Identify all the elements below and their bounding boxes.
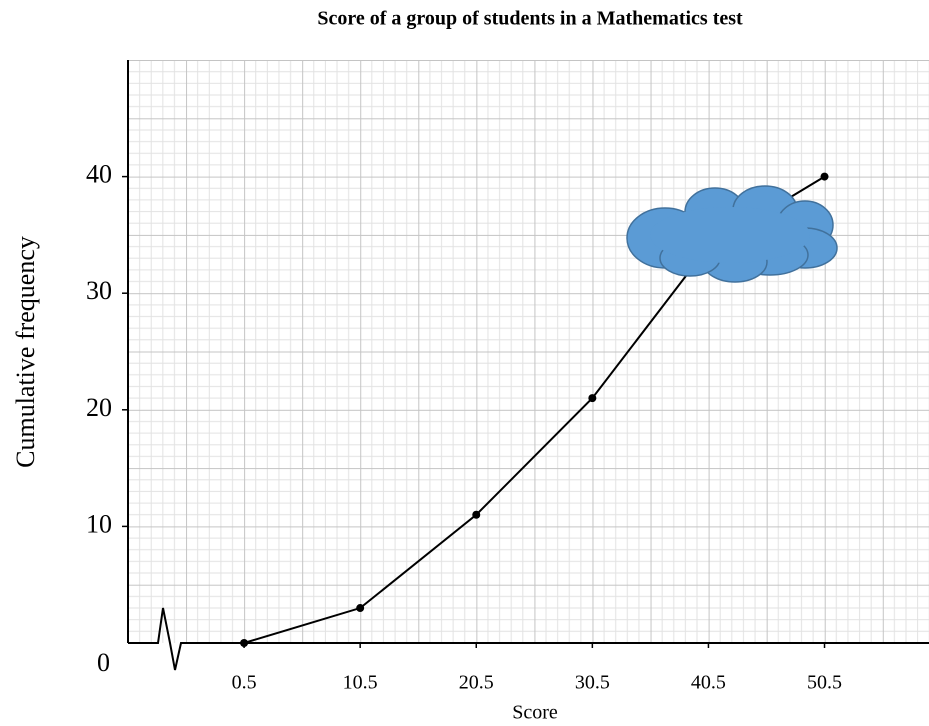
point [240, 639, 248, 647]
y-axis-label: Cumulative frequency [11, 236, 40, 468]
point [472, 511, 480, 519]
x-tick-label: 40.5 [691, 672, 726, 694]
x-tick-label: 10.5 [343, 672, 378, 694]
x-tick-label: 0.5 [232, 672, 257, 694]
chart: Score of a group of students in a Mathem… [0, 0, 929, 726]
x-axis-label: Score [512, 702, 558, 724]
y-tick-label: 10 [86, 509, 112, 538]
point [821, 173, 829, 181]
y-tick-label: 30 [86, 276, 112, 305]
chart-title: Score of a group of students in a Mathem… [317, 8, 743, 30]
y-tick-label: 40 [86, 160, 112, 189]
point [588, 394, 596, 402]
y-tick-label: 20 [86, 393, 112, 422]
x-tick-label: 30.5 [575, 672, 610, 694]
grid [128, 60, 929, 643]
x-tick-label: 20.5 [459, 672, 494, 694]
y-tick-label: 0 [97, 648, 110, 677]
point [356, 604, 364, 612]
x-tick-label: 50.5 [807, 672, 842, 694]
